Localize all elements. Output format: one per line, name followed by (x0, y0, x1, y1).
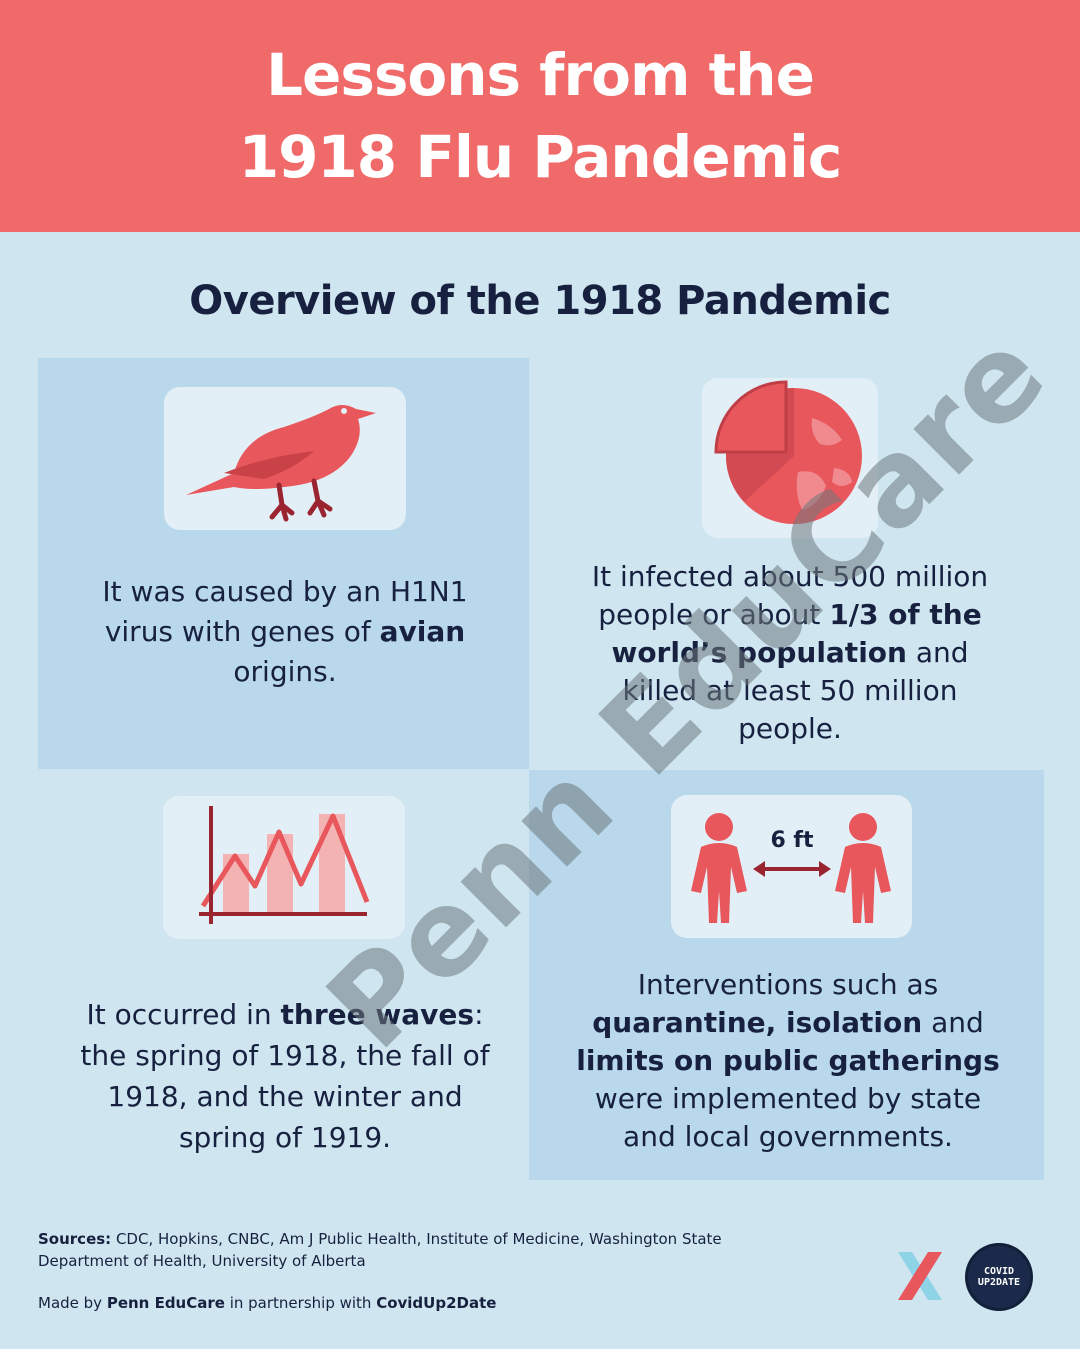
globe-pie-icon (714, 380, 862, 524)
waves-text-post: : the spring of 1918, the fall of 1918, … (80, 998, 490, 1154)
infected-text-pre: It infected about 500 million people or … (591, 560, 989, 631)
waves-text-pre: It occurred in (86, 998, 281, 1031)
interventions-text-post: were implemented by state and local gove… (594, 1082, 982, 1153)
bird-icon (186, 405, 376, 522)
cause-text: It was caused by an H1N1 virus with gene… (70, 572, 500, 692)
interventions-text: Interventions such as quarantine, isolat… (566, 966, 1010, 1156)
bird-icon-card (164, 387, 406, 530)
social-distance-icon: 6 ft (691, 813, 891, 923)
sources-list: CDC, Hopkins, CNBC, Am J Public Health, … (38, 1230, 722, 1270)
distance-icon-card: 6 ft (671, 795, 912, 938)
covidup2date-logo: COVID UP2DATE (968, 1246, 1030, 1308)
waves-text-bold: three waves (280, 998, 475, 1031)
interventions-text-bold1: quarantine, isolation (592, 1006, 923, 1039)
page-title-line2: 1918 Flu Pandemic (238, 123, 843, 191)
header-banner: Lessons from the 1918 Flu Pandemic (0, 0, 1080, 232)
penn-educare-logo-icon (898, 1252, 942, 1300)
cause-text-post: origins. (233, 655, 337, 688)
cause-text-pre: It was caused by an H1N1 virus with gene… (102, 575, 468, 648)
interventions-text-pre: Interventions such as (637, 968, 939, 1001)
interventions-text-mid: and (922, 1006, 984, 1039)
credits-pre: Made by (38, 1294, 107, 1312)
interventions-text-bold2: limits on public gatherings (576, 1044, 1000, 1077)
sources-label: Sources: (38, 1230, 112, 1248)
distance-label: 6 ft (770, 828, 814, 853)
credits-text: Made by Penn EduCare in partnership with… (38, 1294, 496, 1312)
credits-partner: CovidUp2Date (376, 1294, 497, 1312)
infected-text-post: and killed at least 50 million people. (622, 636, 969, 745)
chart-icon-card (163, 796, 405, 939)
wave-chart-icon (199, 806, 370, 924)
globe-icon-card (702, 378, 878, 538)
credits-org: Penn EduCare (106, 1294, 225, 1312)
cause-text-bold: avian (379, 615, 466, 648)
covid-logo-line2: UP2DATE (977, 1277, 1021, 1288)
infected-text: It infected about 500 million people or … (590, 558, 990, 748)
waves-text: It occurred in three waves: the spring o… (80, 994, 490, 1158)
infected-text-bold: 1/3 of the world’s population (611, 598, 982, 669)
section-subtitle: Overview of the 1918 Pandemic (189, 278, 891, 324)
sources-text: Sources: CDC, Hopkins, CNBC, Am J Public… (38, 1228, 758, 1272)
covid-logo-line1: COVID (983, 1266, 1015, 1277)
page-title-line1: Lessons from the (266, 41, 815, 109)
credits-mid: in partnership with (224, 1294, 377, 1312)
